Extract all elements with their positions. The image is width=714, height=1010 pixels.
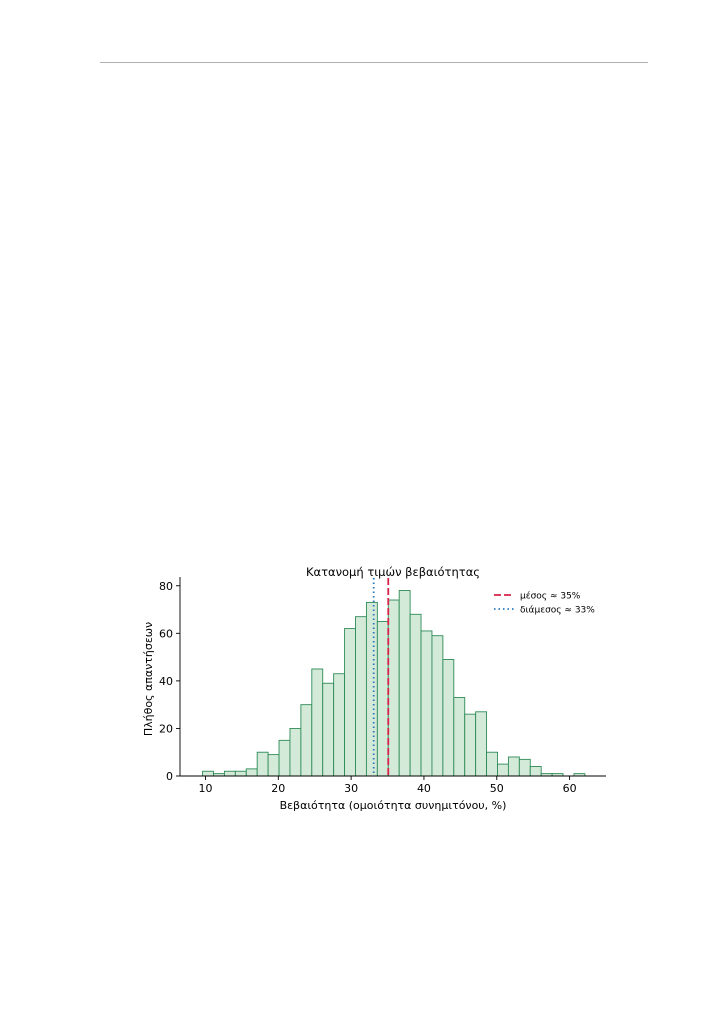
y-tick-label: 20 [159, 722, 173, 735]
histogram-bar [420, 630, 433, 777]
histogram-bar [278, 739, 291, 777]
axes [179, 577, 606, 777]
y-axis-label: Πλήθος απαντήσεων [142, 622, 155, 736]
histogram-bar [322, 682, 335, 777]
histogram-bars [202, 590, 586, 777]
histogram-bar [355, 616, 367, 777]
x-tick-label: 30 [344, 782, 358, 795]
x-tick-label: 10 [198, 782, 212, 795]
y-axis-ticks: 0 20 40 60 80 [159, 580, 180, 783]
y-tick-label: 80 [159, 580, 173, 593]
chart-legend: μέσος ≈ 35% διάμεσος ≈ 33% [494, 591, 595, 616]
histogram-bar [409, 613, 422, 777]
y-tick-label: 60 [159, 627, 173, 640]
histogram-bar [431, 635, 444, 777]
legend-label: διάμεσος ≈ 33% [520, 606, 595, 616]
histogram-bar [453, 697, 466, 777]
histogram-bar [333, 673, 346, 777]
histogram-bar [311, 668, 324, 777]
histogram-bar [365, 601, 378, 777]
page-header-rule [100, 62, 648, 63]
histogram-bar [223, 770, 236, 777]
histogram-bar [344, 628, 356, 777]
histogram-bar [245, 768, 258, 777]
histogram-bar [497, 763, 509, 777]
reference-lines [372, 578, 390, 776]
histogram-figure: Κατανομή τιμών βεβαιότητας 10 20 30 40 50 60 … [0, 555, 714, 825]
histogram-chart: Κατανομή τιμών βεβαιότητας 10 20 30 40 50 60 … [142, 565, 606, 812]
histogram-bar [464, 713, 477, 777]
histogram-bar [442, 659, 455, 777]
chart-title: Κατανομή τιμών βεβαιότητας [306, 565, 480, 579]
histogram-bar [300, 704, 313, 777]
x-axis-ticks: 10 20 30 40 50 60 [198, 776, 577, 795]
histogram-bar [507, 756, 520, 777]
histogram-bar [289, 727, 302, 777]
y-tick-label: 40 [159, 675, 173, 688]
histogram-bar [486, 751, 498, 777]
histogram-bar [518, 758, 531, 777]
x-axis-label: Βεβαιότητα (ομοιότητα συνημιτόνου, %) [280, 799, 507, 812]
histogram-bar [267, 754, 280, 777]
legend-label: μέσος ≈ 35% [520, 591, 581, 602]
histogram-bar [387, 599, 400, 777]
histogram-bar [202, 770, 214, 777]
histogram-bar [529, 766, 542, 777]
histogram-bar [234, 770, 247, 777]
x-tick-label: 50 [490, 782, 504, 795]
histogram-bar [376, 620, 389, 777]
histogram-bar [475, 711, 488, 777]
x-tick-label: 40 [417, 782, 431, 795]
x-tick-label: 60 [563, 782, 577, 795]
histogram-bar [398, 590, 411, 777]
y-tick-label: 0 [166, 770, 173, 783]
histogram-bar [256, 751, 269, 777]
x-tick-label: 20 [271, 782, 285, 795]
